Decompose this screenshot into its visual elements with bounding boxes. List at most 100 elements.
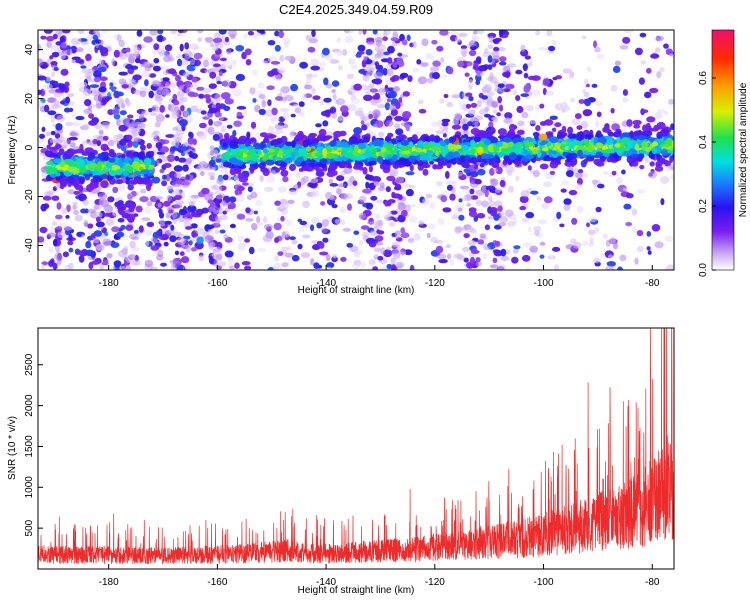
spectrogram-cell	[368, 241, 377, 248]
spectrogram-cell	[335, 98, 346, 106]
spectrogram-cell	[262, 216, 268, 224]
spectrogram-cell	[143, 36, 153, 43]
spectrogram-cell	[58, 148, 65, 156]
spectrogram-cell	[129, 123, 135, 129]
spectrogram-cell	[407, 238, 415, 244]
spectrogram-cell	[362, 55, 368, 62]
spectrogram-cell	[146, 221, 155, 228]
spectrogram-cell	[190, 247, 198, 252]
spectrogram-cell	[89, 84, 100, 88]
spectrogram-cell	[84, 222, 89, 227]
spectrogram-cell	[331, 204, 338, 209]
spectrogram-cell	[466, 226, 474, 233]
spectrogram-cell	[497, 96, 503, 104]
spectrogram-cell	[54, 245, 61, 251]
spectrogram-cell	[119, 53, 127, 60]
spectrogram-cell	[462, 117, 468, 122]
spectrogram-cell	[262, 155, 267, 162]
spectrogram-cell	[57, 231, 66, 239]
spectrogram-cell	[401, 39, 408, 46]
spectrogram-cell	[602, 233, 608, 239]
spectrogram-cell	[188, 240, 193, 246]
spectrogram-cell	[203, 59, 209, 68]
spectrogram-cell	[311, 88, 316, 94]
spectrogram-cell	[169, 235, 177, 243]
spectrogram-cell	[273, 265, 280, 270]
spectrogram-cell	[301, 165, 310, 172]
spectrogram-cell	[47, 170, 57, 175]
spectrogram-cell	[605, 265, 614, 270]
spectrogram-cell	[555, 75, 563, 80]
spectrogram-cell	[179, 146, 190, 152]
spectrogram-cell	[93, 30, 99, 34]
spectrogram-cell	[491, 100, 499, 108]
spectrogram-cell	[438, 158, 444, 167]
spectrogram-cell	[496, 112, 501, 117]
spectrogram-cell	[257, 247, 267, 253]
spectrogram-cell	[477, 168, 486, 176]
spectrogram-cell	[215, 103, 223, 109]
spectrogram-cell	[244, 238, 251, 243]
spectrogram-cell	[363, 188, 373, 195]
spectrogram-cell	[98, 86, 107, 93]
spectrogram-cell	[475, 261, 483, 267]
spectrogram-cell	[426, 232, 431, 239]
spectrogram-cell	[150, 245, 160, 251]
spectrogram-cell	[208, 159, 216, 167]
spectrogram-cell	[107, 139, 115, 147]
spectrogram-cell	[38, 133, 46, 139]
spectrogram-cell	[647, 250, 652, 255]
spectrogram-cell	[219, 115, 224, 121]
colorbar-tick-label: 0.0	[698, 263, 709, 277]
spectrogram-cell	[479, 108, 488, 116]
spectrogram-cell	[377, 156, 383, 163]
spectrogram-cell	[213, 120, 223, 127]
spectrogram-cell	[60, 41, 68, 49]
spectrogram-cell	[546, 142, 552, 147]
spectrogram-cell	[630, 154, 640, 158]
spectrogram-cell	[649, 87, 659, 94]
spectrogram-cell	[237, 151, 244, 158]
spectrogram-cell	[527, 165, 532, 171]
spectrogram-cell	[48, 260, 54, 267]
spectrogram-cell	[153, 43, 160, 51]
spectrogram-cell	[398, 164, 404, 168]
spectrogram-cell	[385, 186, 391, 193]
spectrogram-cell	[144, 259, 154, 268]
spectrogram-cell	[563, 204, 571, 211]
spectrogram-cell	[190, 105, 199, 113]
spectrogram-cell	[64, 81, 70, 87]
spectrogram-cell	[285, 141, 293, 147]
spectrogram-cell	[172, 126, 178, 131]
spectrogram-cell	[652, 141, 659, 147]
spectrogram-cell	[566, 170, 574, 178]
spectrogram-cell	[394, 123, 401, 129]
spectrogram-y-tick-label: -40	[24, 238, 35, 253]
spectrogram-cell	[382, 36, 389, 41]
spectrogram-cell	[235, 73, 246, 82]
spectrogram-cell	[380, 247, 386, 255]
spectrogram-cell	[545, 90, 554, 96]
spectrogram-cell	[571, 217, 578, 225]
spectrogram-cell	[536, 196, 542, 201]
spectrogram-cell	[670, 123, 674, 131]
spectrogram-cell	[520, 93, 529, 97]
spectrogram-cell	[664, 235, 674, 243]
spectrogram-cell	[405, 188, 414, 197]
spectrogram-cell	[654, 165, 664, 172]
spectrogram-cell	[460, 48, 468, 55]
spectrogram-cell	[570, 152, 578, 159]
spectrogram-cell	[155, 119, 162, 128]
spectrogram-cell	[110, 242, 120, 248]
spectrogram-cell	[248, 246, 255, 255]
spectrogram-cell	[92, 138, 98, 145]
spectrogram-cell	[38, 58, 44, 67]
spectrogram-cell	[53, 238, 58, 247]
spectrogram-cell	[265, 159, 275, 166]
spectrogram-cell	[78, 168, 88, 173]
spectrogram-cell	[397, 194, 403, 201]
spectrogram-cell	[390, 108, 398, 116]
spectrogram-cell	[349, 185, 358, 191]
spectrogram-cell	[422, 168, 429, 176]
spectrogram-cell	[409, 264, 415, 270]
